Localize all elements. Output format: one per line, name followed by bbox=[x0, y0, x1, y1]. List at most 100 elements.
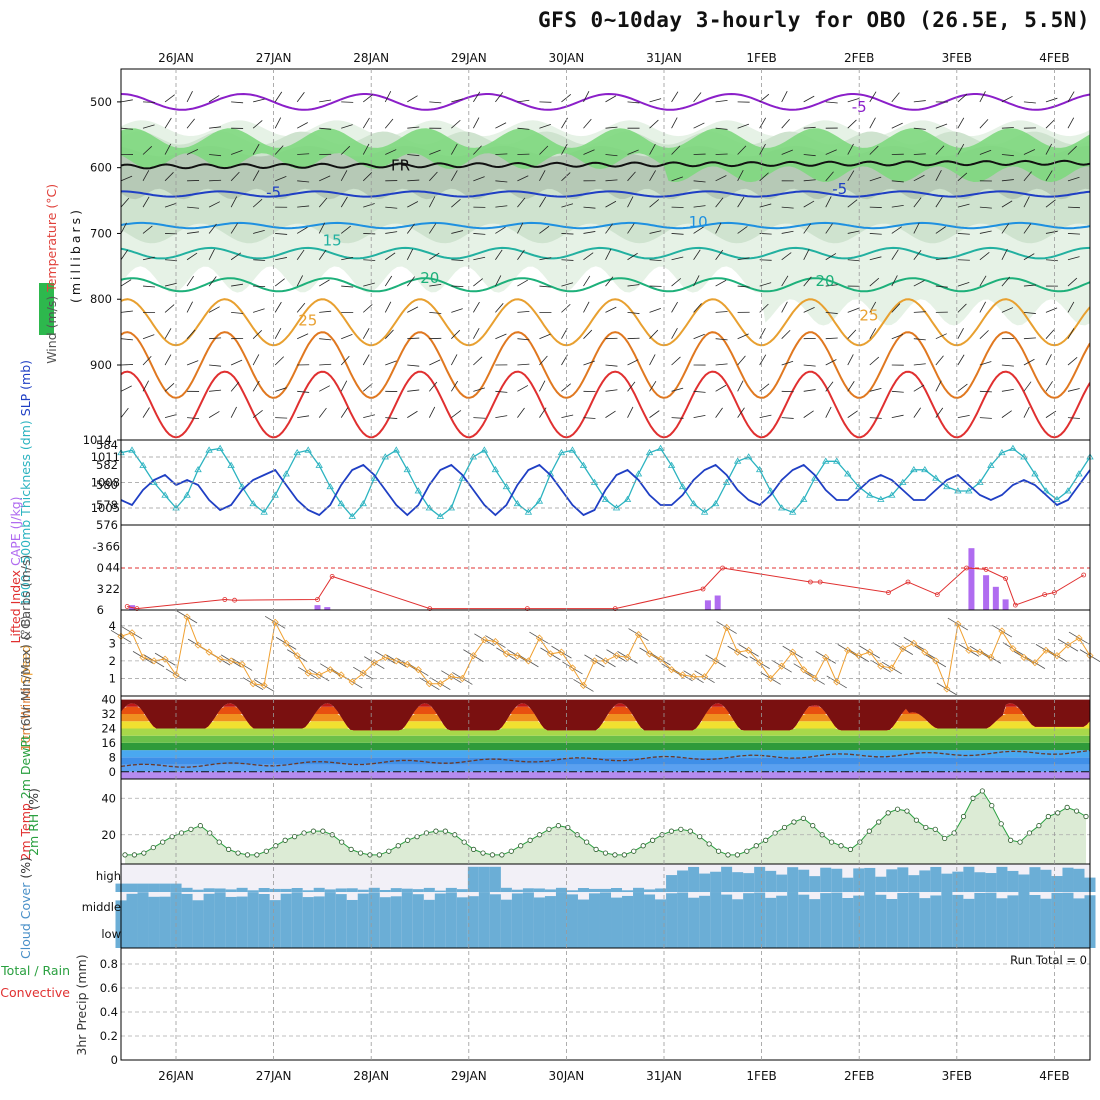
wind-barb bbox=[891, 205, 904, 208]
wind-speed-point bbox=[800, 666, 808, 674]
wind-barb bbox=[1045, 259, 1058, 262]
wind-barb bbox=[1067, 277, 1078, 287]
wind-barb bbox=[737, 196, 745, 208]
cloud-bar bbox=[533, 897, 545, 920]
cloud-bar bbox=[423, 887, 435, 892]
wind-barb bbox=[296, 226, 308, 234]
wind-speed-point bbox=[139, 653, 147, 661]
wind-barb bbox=[319, 127, 332, 130]
wind-barb bbox=[803, 364, 816, 367]
wind-barb bbox=[803, 179, 816, 182]
cloud-bar bbox=[313, 920, 325, 948]
cloud-bar bbox=[974, 892, 986, 920]
cloud-bar bbox=[544, 896, 556, 920]
cloud-bar bbox=[533, 920, 545, 948]
cloud-bar bbox=[710, 871, 722, 892]
cloud-bar bbox=[181, 893, 193, 920]
wind-barb bbox=[495, 205, 508, 208]
cloud-bar bbox=[555, 887, 567, 892]
rh-point bbox=[602, 850, 609, 856]
cloud-bar bbox=[247, 890, 259, 892]
wind-barb bbox=[1067, 117, 1075, 129]
wind-barb bbox=[979, 361, 992, 366]
cloud-bar bbox=[379, 890, 391, 892]
rh-point bbox=[442, 828, 448, 834]
temp-band bbox=[121, 721, 1090, 731]
cloud-bar bbox=[445, 892, 457, 920]
cloud-bar bbox=[809, 920, 821, 948]
cloud-bar bbox=[952, 920, 964, 948]
wind-speed-point bbox=[425, 680, 433, 688]
wind-barb bbox=[1023, 149, 1036, 155]
wind-barb bbox=[1089, 338, 1090, 339]
wind-barb bbox=[451, 98, 464, 103]
wind-barb bbox=[252, 330, 263, 339]
wind-barb bbox=[121, 385, 132, 392]
wind-barb bbox=[407, 95, 418, 103]
cloud-bar bbox=[875, 876, 887, 892]
slp-point bbox=[1075, 470, 1083, 477]
wind-barb bbox=[428, 196, 436, 208]
wind-barb bbox=[583, 118, 592, 129]
rh-point bbox=[141, 850, 147, 856]
rh-point bbox=[960, 813, 967, 820]
li-point bbox=[612, 606, 618, 611]
thickness-tick: 578 bbox=[96, 498, 118, 512]
cloud-bar bbox=[1073, 868, 1085, 892]
wind-barb bbox=[627, 284, 640, 287]
slp-point bbox=[282, 470, 290, 477]
wind-barb bbox=[274, 117, 282, 129]
slp-point bbox=[822, 457, 830, 464]
rh-tick: 20 bbox=[101, 828, 116, 842]
wind-barb bbox=[561, 303, 571, 313]
cloud-bar bbox=[148, 896, 160, 920]
wind-barb bbox=[297, 333, 309, 340]
cloud-bar bbox=[126, 883, 138, 892]
wind-barb bbox=[1045, 199, 1056, 208]
wind-barb bbox=[627, 149, 639, 155]
rh-label: 2m RH bbox=[26, 814, 41, 856]
wind-speed-point bbox=[249, 680, 257, 688]
rh-point bbox=[894, 806, 901, 812]
wind-barb bbox=[296, 302, 306, 313]
wind-barb bbox=[1045, 170, 1053, 182]
slp-point bbox=[965, 487, 973, 494]
wind-barb bbox=[693, 226, 704, 234]
cloud-bar bbox=[192, 889, 204, 892]
wind-speed-point bbox=[778, 662, 786, 670]
wind-speed-point bbox=[381, 653, 389, 661]
wind-barb bbox=[296, 275, 304, 287]
wind-speed-point bbox=[403, 660, 411, 668]
wind-barb bbox=[517, 222, 524, 234]
temperature-contour bbox=[121, 159, 1090, 170]
rh-point bbox=[480, 850, 486, 856]
temperature-contour bbox=[121, 190, 1090, 198]
cape-bar bbox=[704, 600, 711, 610]
wind-barb bbox=[759, 143, 766, 155]
upper-air-label: Wind (m/s) bbox=[44, 296, 59, 364]
wind-speed-point bbox=[943, 685, 951, 693]
cloud-bar bbox=[324, 889, 336, 892]
cloud-bar bbox=[1051, 920, 1063, 948]
rh-high-patch bbox=[1040, 538, 1100, 582]
wind-barb bbox=[297, 390, 310, 393]
cloud-bar bbox=[203, 888, 215, 892]
wind-barb bbox=[495, 390, 508, 393]
wind-barb bbox=[451, 199, 461, 208]
cloud-bar bbox=[974, 872, 986, 892]
wind-barb bbox=[121, 127, 133, 130]
wind-barb bbox=[715, 384, 727, 392]
wind-barb bbox=[825, 149, 837, 155]
wind-barb bbox=[913, 311, 926, 313]
wind-barb bbox=[407, 201, 419, 208]
cloud-bar bbox=[555, 920, 567, 948]
wind-speed-point bbox=[844, 646, 852, 654]
cloud-bar bbox=[842, 877, 854, 892]
rh-point bbox=[829, 839, 835, 845]
wind-barb bbox=[913, 363, 926, 366]
rh-point bbox=[631, 848, 637, 854]
cloud-bar bbox=[258, 920, 270, 948]
wind-barb bbox=[605, 95, 617, 103]
rh-point bbox=[706, 841, 712, 847]
wind-barb bbox=[275, 176, 287, 182]
